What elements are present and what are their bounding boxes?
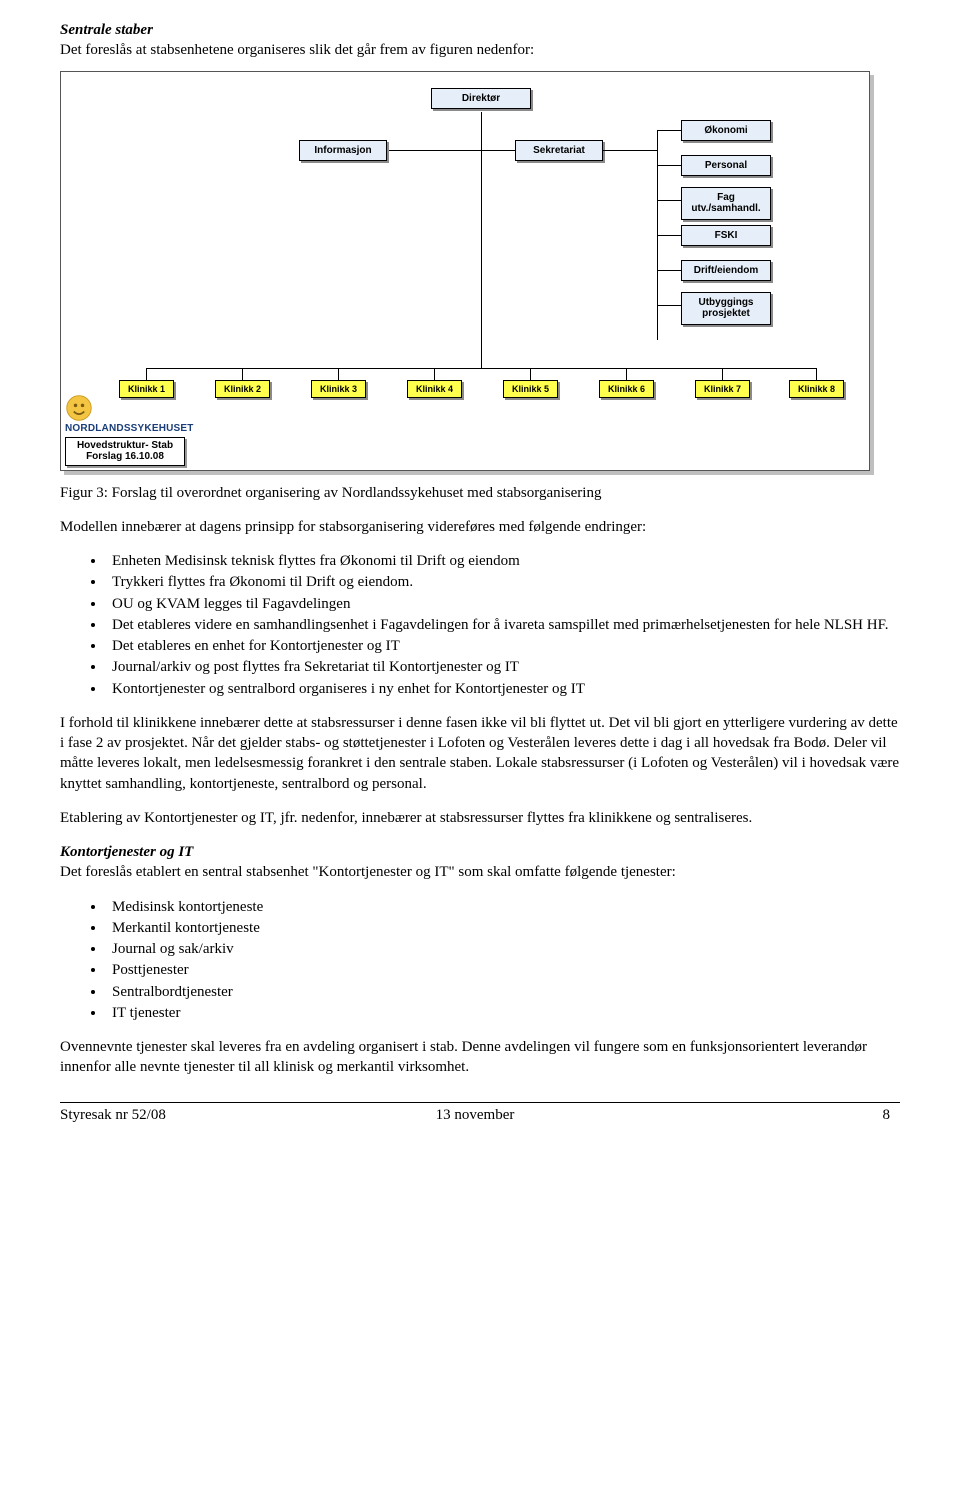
org-line	[242, 368, 243, 380]
org-line	[146, 368, 147, 380]
footer-left: Styresak nr 52/08	[60, 1105, 337, 1125]
box-clinic-4: Klinikk 4	[407, 380, 462, 398]
list-item: Det etableres en enhet for Kontortjenest…	[106, 636, 900, 656]
list-item: Kontortjenester og sentralbord organiser…	[106, 679, 900, 699]
box-staff-personal: Personal	[681, 155, 771, 177]
list-item: Enheten Medisinsk teknisk flyttes fra Øk…	[106, 551, 900, 571]
box-staff-drift: Drift/eiendom	[681, 260, 771, 282]
org-line	[146, 368, 816, 369]
hospital-name: NORDLANDSSYKEHUSET	[65, 422, 185, 436]
org-line	[722, 368, 723, 380]
org-line	[657, 270, 681, 271]
paragraph: I forhold til klinikkene innebærer dette…	[60, 713, 900, 794]
org-line	[434, 368, 435, 380]
list-item: Merkantil kontortjeneste	[106, 918, 900, 938]
list-item: Journal og sak/arkiv	[106, 939, 900, 959]
list-item: IT tjenester	[106, 1003, 900, 1023]
org-line	[657, 305, 681, 306]
org-line	[603, 150, 657, 151]
box-staff-utbygging: Utbyggings prosjektet	[681, 292, 771, 325]
box-clinic-7: Klinikk 7	[695, 380, 750, 398]
box-clinic-8: Klinikk 8	[789, 380, 844, 398]
box-staff-fag: Fag utv./samhandl.	[681, 187, 771, 220]
list-item: Posttjenester	[106, 960, 900, 980]
list-item: Trykkeri flyttes fra Økonomi til Drift o…	[106, 572, 900, 592]
list-item: OU og KVAM legges til Fagavdelingen	[106, 594, 900, 614]
footer-mid: 13 november	[337, 1105, 614, 1125]
box-clinic-3: Klinikk 3	[311, 380, 366, 398]
org-line	[657, 235, 681, 236]
box-staff-okonomi: Økonomi	[681, 120, 771, 142]
org-line	[816, 368, 817, 380]
figure-version-box: Hovedstruktur- Stab Forslag 16.10.08	[65, 437, 185, 466]
box-clinic-5: Klinikk 5	[503, 380, 558, 398]
section-title: Sentrale staber	[60, 20, 900, 40]
figure-wrapper: Direktør Informasjon Sekretariat Økonomi…	[60, 71, 900, 471]
org-line	[626, 368, 627, 380]
paragraph: Etablering av Kontortjenester og IT, jfr…	[60, 808, 900, 828]
org-line	[657, 165, 681, 166]
box-clinic-2: Klinikk 2	[215, 380, 270, 398]
figure-footer-block: NORDLANDSSYKEHUSET Hovedstruktur- Stab F…	[65, 422, 185, 466]
box-staff-informasjon: Informasjon	[299, 140, 387, 162]
paragraph: Ovennevnte tjenester skal leveres fra en…	[60, 1037, 900, 1078]
box-staff-fski: FSKI	[681, 225, 771, 247]
org-line	[657, 130, 681, 131]
page-footer: Styresak nr 52/08 13 november 8	[60, 1102, 900, 1125]
org-line	[338, 368, 339, 380]
box-clinic-6: Klinikk 6	[599, 380, 654, 398]
box-staff-sekretariat: Sekretariat	[515, 140, 603, 162]
footer-page-number: 8	[613, 1105, 900, 1125]
model-intro: Modellen innebærer at dagens prinsipp fo…	[60, 517, 900, 537]
kit-bullets: Medisinsk kontortjeneste Merkantil konto…	[60, 897, 900, 1024]
list-item: Sentralbordtjenester	[106, 982, 900, 1002]
figure-caption: Figur 3: Forslag til overordnet organise…	[60, 483, 900, 503]
box-clinic-1: Klinikk 1	[119, 380, 174, 398]
kit-intro: Det foreslås etablert en sentral stabsen…	[60, 862, 900, 882]
list-item: Journal/arkiv og post flyttes fra Sekret…	[106, 657, 900, 677]
subsection-title: Kontortjenester og IT	[60, 842, 900, 862]
section-intro: Det foreslås at stabsenhetene organisere…	[60, 40, 900, 60]
org-line	[657, 200, 681, 201]
box-director: Direktør	[431, 88, 531, 110]
hospital-logo-icon	[65, 394, 93, 422]
list-item: Det etableres videre en samhandlingsenhe…	[106, 615, 900, 635]
org-line	[530, 368, 531, 380]
list-item: Medisinsk kontortjeneste	[106, 897, 900, 917]
org-chart: Direktør Informasjon Sekretariat Økonomi…	[60, 71, 870, 471]
model-bullets: Enheten Medisinsk teknisk flyttes fra Øk…	[60, 551, 900, 699]
